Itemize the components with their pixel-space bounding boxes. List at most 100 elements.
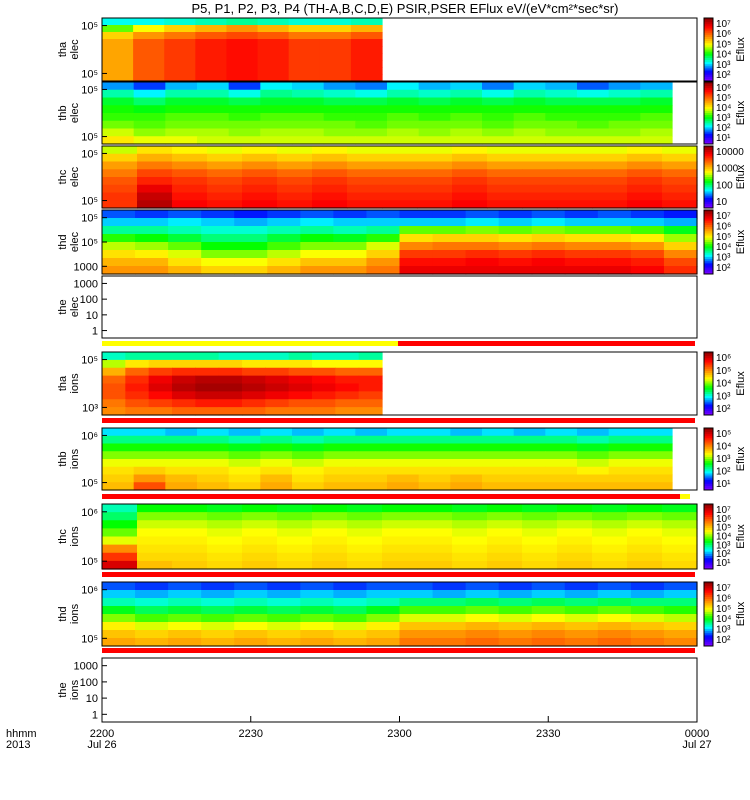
heatmap-cell xyxy=(260,113,293,122)
heatmap-cell xyxy=(399,234,434,243)
heatmap-cell xyxy=(608,482,641,491)
colorbar-swatch xyxy=(704,471,713,474)
colorbar-tick-label: 10⁵ xyxy=(716,366,731,377)
heatmap-cell xyxy=(333,210,368,219)
heatmap-cell xyxy=(432,638,467,647)
heatmap-cell xyxy=(323,128,356,137)
heatmap-cell xyxy=(312,528,348,538)
heatmap-cell xyxy=(482,428,515,437)
heatmap-cell xyxy=(133,32,165,40)
heatmap-cell xyxy=(102,105,135,114)
heatmap-cell xyxy=(577,474,610,483)
heatmap-cell xyxy=(137,536,173,546)
heatmap-cell xyxy=(432,218,467,227)
panel-frame xyxy=(101,427,698,491)
colorbar-swatch xyxy=(704,444,713,448)
heatmap-cell xyxy=(640,82,673,91)
heatmap-cell xyxy=(640,428,673,437)
colorbar-swatch xyxy=(704,538,713,542)
heatmap-cell xyxy=(366,630,401,639)
heatmap-cell xyxy=(300,638,334,647)
heatmap-cell xyxy=(168,622,202,631)
heatmap-cell xyxy=(135,598,169,607)
heatmap-cell xyxy=(452,520,488,529)
colorbar-frame xyxy=(703,427,714,491)
heatmap-cell xyxy=(663,614,698,623)
heatmap-cell xyxy=(557,200,593,209)
x-date-label-end: Jul 27 xyxy=(682,739,711,751)
heatmap-cell xyxy=(228,451,261,460)
heatmap-cell xyxy=(234,598,268,607)
colorbar-frame xyxy=(703,351,714,416)
heatmap-cell xyxy=(592,528,628,538)
heatmap-cell xyxy=(165,105,198,114)
heatmap-cell xyxy=(513,128,546,137)
heatmap-cell xyxy=(387,113,420,122)
heatmap-cell xyxy=(452,169,488,178)
colorbar-swatch xyxy=(704,601,713,604)
heatmap-cell xyxy=(312,520,348,529)
heatmap-cell xyxy=(608,451,641,460)
heatmap-cell xyxy=(662,528,698,538)
colorbar-swatch xyxy=(704,100,713,104)
x-tick-label: 2330 xyxy=(536,728,560,740)
heatmap-cell xyxy=(312,146,348,155)
heatmap-cell xyxy=(663,266,698,275)
heatmap-cell xyxy=(608,105,641,114)
heatmap-cell xyxy=(557,169,593,178)
heatmap-cell xyxy=(197,82,230,91)
heatmap-cell xyxy=(102,46,134,54)
heatmap-cell xyxy=(267,218,301,227)
heatmap-cell xyxy=(557,512,593,521)
heatmap-cell xyxy=(465,598,500,607)
colorbar-tick-label: 10⁶ xyxy=(716,221,731,232)
heatmap-cell xyxy=(608,120,641,130)
heatmap-cell xyxy=(168,630,202,639)
heatmap-cell xyxy=(531,218,566,227)
heatmap-cell xyxy=(195,352,220,361)
y-axis-label: thdelec xyxy=(57,231,81,252)
heatmap-cell xyxy=(382,520,418,529)
heatmap-cell xyxy=(608,128,641,137)
heatmap-cell xyxy=(300,606,334,615)
heatmap-cell xyxy=(387,105,420,114)
heatmap-cell xyxy=(545,459,578,468)
heatmap-cell xyxy=(102,120,135,130)
colorbar-swatch xyxy=(704,185,713,188)
heatmap-cell xyxy=(387,435,420,445)
colorbar-swatch xyxy=(704,536,713,540)
heatmap-cell xyxy=(242,146,278,155)
colorbar-swatch xyxy=(704,242,713,245)
heatmap-cell xyxy=(102,25,134,33)
heatmap-cell xyxy=(102,435,135,445)
heatmap-cell xyxy=(498,266,533,275)
heatmap-cell xyxy=(350,39,383,47)
heatmap-cell xyxy=(608,113,641,122)
colorbar-swatch xyxy=(704,68,713,71)
heatmap-cell xyxy=(358,391,383,400)
colorbar-swatch xyxy=(704,123,713,126)
y-tick-label: 10⁵ xyxy=(81,21,98,33)
heatmap-cell xyxy=(630,226,665,235)
heatmap-cell xyxy=(165,443,198,452)
heatmap-cell xyxy=(265,375,290,385)
colorbar-swatch xyxy=(704,635,713,638)
heatmap-cell xyxy=(366,622,401,631)
heatmap-cell xyxy=(597,590,632,599)
heatmap-cell xyxy=(323,113,356,122)
colorbar-swatch xyxy=(704,588,713,592)
heatmap-cell xyxy=(531,242,566,251)
heatmap-cell xyxy=(333,258,368,267)
heatmap-cell xyxy=(399,622,434,631)
heatmap-cell xyxy=(133,74,165,82)
heatmap-cell xyxy=(288,67,321,75)
heatmap-cell xyxy=(242,520,278,529)
heatmap-cell xyxy=(387,97,420,106)
colorbar-swatch xyxy=(704,450,713,454)
y-tick-label: 10⁵ xyxy=(81,213,98,225)
heatmap-cell xyxy=(164,60,196,68)
heatmap-cell xyxy=(418,105,451,114)
colorbar-tick-label: 10² xyxy=(716,549,731,560)
heatmap-cell xyxy=(133,459,166,468)
